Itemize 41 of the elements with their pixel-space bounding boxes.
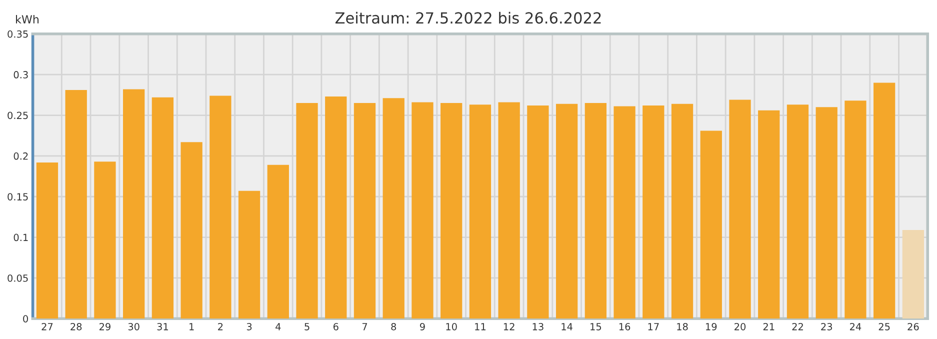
y-tick-label: 0.35 <box>8 30 28 38</box>
x-tick-label: 18 <box>677 323 688 330</box>
x-tick-label: 16 <box>619 323 630 330</box>
y-tick-label: 0.25 <box>8 112 28 120</box>
x-tick-label: 13 <box>532 323 544 330</box>
x-tick-label: 10 <box>446 323 457 330</box>
x-tick-label: 31 <box>157 323 168 330</box>
x-tick-label: 20 <box>734 323 746 330</box>
x-tick-label: 25 <box>878 323 890 330</box>
x-tick-label: 11 <box>475 323 486 330</box>
x-tick-label: 9 <box>420 323 425 330</box>
x-tick-label: 3 <box>246 323 252 330</box>
y-tick-label: 0.3 <box>14 71 28 78</box>
x-tick-label: 1 <box>190 323 194 330</box>
x-tick-label: 23 <box>821 323 832 330</box>
y-tick-label: 0.05 <box>8 274 28 282</box>
x-tick-label: 22 <box>792 323 803 330</box>
x-tick-label: 17 <box>648 323 659 330</box>
x-tick-label: 12 <box>504 323 514 330</box>
y-tick-label: 0.15 <box>8 193 28 200</box>
x-tick-label: 26 <box>908 323 919 330</box>
x-tick-label: 27 <box>42 323 53 330</box>
y-tick-label: 0.1 <box>14 234 28 242</box>
x-tick-label: 14 <box>562 323 572 330</box>
x-tick-label: 29 <box>99 323 110 330</box>
chart-title: Zeitraum: 27.5.2022 bis 26.6.2022 <box>335 12 601 24</box>
x-tick-label: 21 <box>763 323 774 330</box>
x-tick-label: 5 <box>304 323 310 330</box>
x-tick-label: 28 <box>70 323 82 330</box>
y-axis-title: kWh <box>16 14 39 24</box>
x-tick-label: 7 <box>362 323 368 330</box>
x-tick-label: 8 <box>391 323 396 330</box>
x-tick-label: 6 <box>333 323 338 330</box>
x-tick-label: 24 <box>850 323 862 330</box>
x-tick-label: 15 <box>590 323 602 330</box>
y-tick-label: 0.2 <box>14 152 28 160</box>
x-tick-label: 2 <box>218 323 223 330</box>
x-tick-label: 19 <box>706 323 717 330</box>
x-tick-label: 30 <box>128 323 140 330</box>
x-tick-label: 4 <box>276 323 281 330</box>
y-tick-label: 0 <box>23 315 28 322</box>
